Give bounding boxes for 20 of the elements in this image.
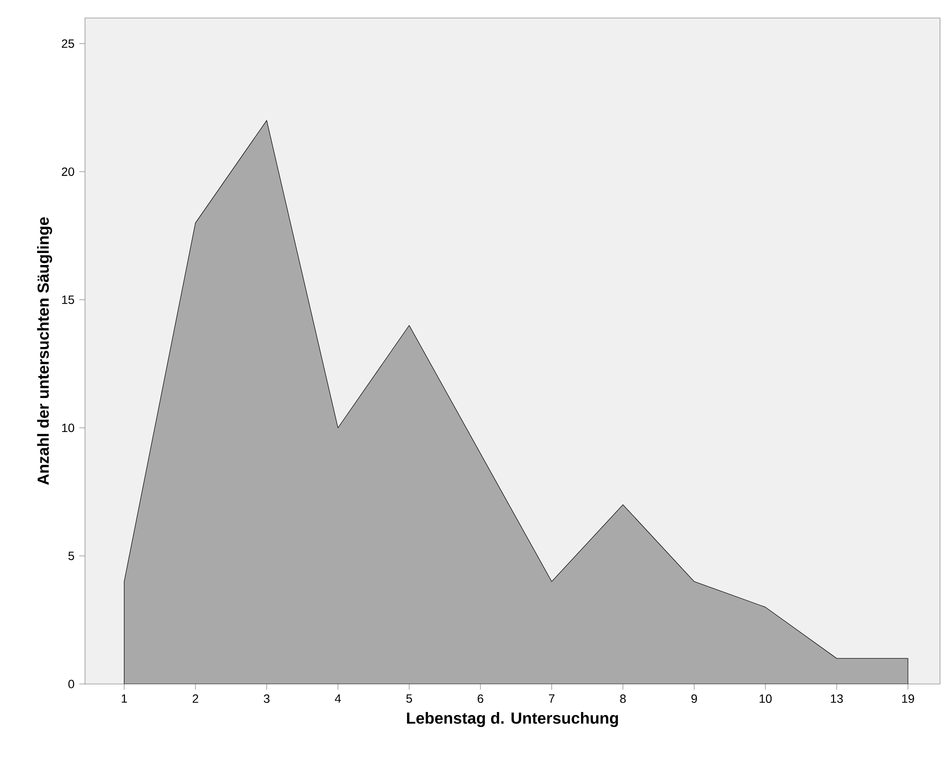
- x-tick-label: 2: [192, 694, 198, 703]
- x-axis-title: Lebenstag d. Untersuchung: [407, 712, 618, 728]
- y-axis-title: Anzahl der untersuchten Säuglinge: [37, 217, 52, 485]
- x-tick-label: 6: [478, 694, 484, 703]
- x-tick-label: 19: [902, 694, 914, 703]
- y-tick-label: 5: [68, 552, 74, 560]
- x-tick-label: 13: [830, 694, 843, 703]
- y-tick-label: 10: [62, 424, 74, 432]
- y-tick-label: 25: [62, 39, 74, 48]
- x-tick-label: 9: [691, 694, 697, 703]
- y-tick-label: 0: [68, 680, 74, 688]
- y-tick-label: 20: [62, 167, 74, 176]
- x-tick-label: 3: [264, 694, 270, 703]
- x-tick-label: 10: [760, 694, 772, 703]
- x-tick-label: 5: [406, 694, 412, 703]
- x-tick-label: 1: [122, 694, 127, 703]
- y-tick-label: 15: [62, 296, 74, 304]
- x-tick-label: 8: [620, 694, 626, 703]
- x-tick-label: 4: [334, 694, 341, 703]
- x-tick-label: 7: [548, 694, 554, 703]
